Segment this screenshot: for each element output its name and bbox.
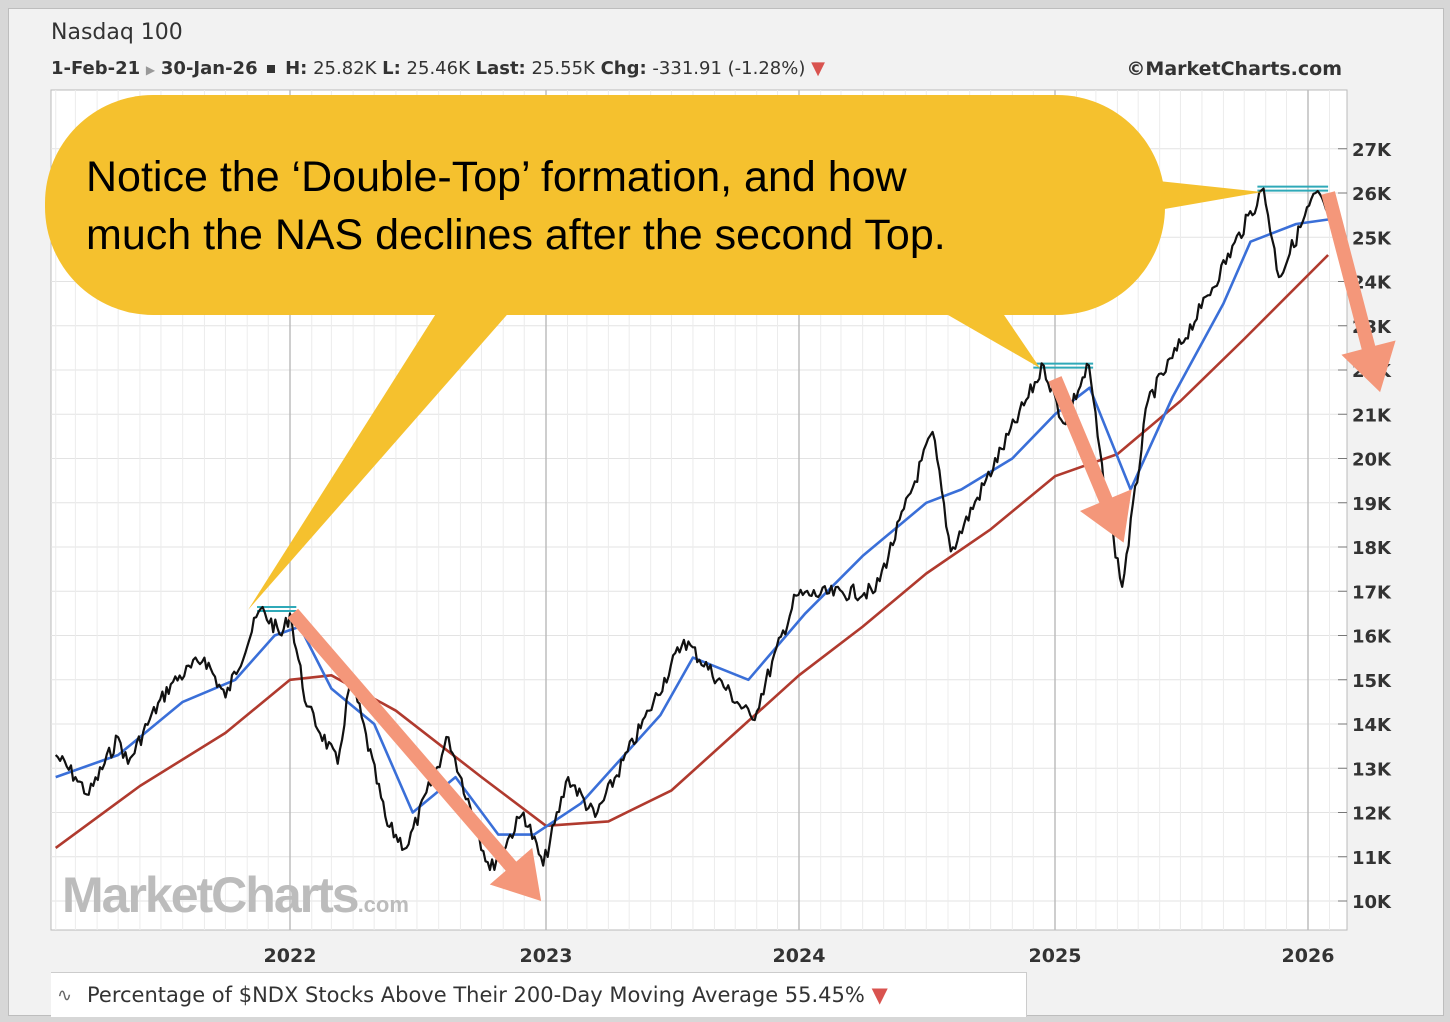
callout-line-1: Notice the ‘Double-Top’ formation, and h…: [86, 153, 907, 201]
date-start: 1-Feb-21: [51, 58, 141, 79]
y-tick-label: 15K: [1352, 671, 1392, 692]
indicator-label: Percentage of $NDX Stocks Above Their 20…: [87, 983, 865, 1007]
y-tick-label: 12K: [1352, 804, 1392, 825]
callout-text: Notice the ‘Double-Top’ formation, and h…: [86, 148, 1136, 264]
arrows: [287, 191, 1396, 901]
down-arrow-mark: [1048, 376, 1132, 543]
y-tick-label: 21K: [1352, 405, 1392, 426]
copyright: ©MarketCharts.com: [1126, 58, 1342, 80]
y-tick-label: 27K: [1352, 140, 1392, 161]
play-icon: ▶: [145, 63, 156, 77]
x-tick-label: 2025: [1029, 945, 1082, 967]
indicator-bar[interactable]: ∿ Percentage of $NDX Stocks Above Their …: [51, 972, 1027, 1017]
last-label: Last:: [475, 58, 526, 79]
y-tick-label: 17K: [1352, 582, 1392, 603]
series-line-price: [54, 187, 1330, 872]
x-tick-label: 2024: [773, 945, 826, 967]
y-tick-label: 24K: [1352, 273, 1392, 294]
down-arrow-mark: [1321, 191, 1396, 393]
callout-line-2: much the NAS declines after the second T…: [86, 211, 946, 259]
y-axis: 10K11K12K13K14K15K16K17K18K19K20K21K22K2…: [1338, 140, 1392, 913]
last-value: 25.55K: [531, 58, 595, 79]
series-line-ma-short: [55, 218, 1329, 836]
square-icon: [267, 65, 276, 73]
y-tick-label: 18K: [1352, 538, 1392, 559]
callout-pointer-left: [248, 260, 555, 610]
watermark: MarketCharts.com: [62, 866, 409, 924]
watermark-main: MarketCharts: [62, 867, 360, 923]
y-tick-label: 25K: [1352, 228, 1392, 249]
low-value: 25.46K: [406, 58, 470, 79]
x-tick-label: 2023: [520, 945, 573, 967]
y-tick-label: 16K: [1352, 627, 1392, 648]
high-label: H:: [285, 58, 308, 79]
y-tick-label: 11K: [1352, 848, 1392, 869]
info-line: 1-Feb-21 ▶ 30-Jan-26 H: 25.82K L: 25.46K…: [51, 58, 825, 79]
chg-value: -331.91 (-1.28%): [652, 58, 806, 79]
y-tick-label: 26K: [1352, 184, 1392, 205]
y-tick-label: 13K: [1352, 759, 1392, 780]
x-tick-label: 2026: [1282, 945, 1335, 967]
series-line-ma-long: [54, 254, 1330, 849]
down-triangle-icon: ▼: [871, 983, 888, 1007]
line-chart-icon: ∿: [57, 985, 73, 1006]
y-tick-label: 20K: [1352, 450, 1392, 471]
down-arrow-mark: [287, 608, 542, 901]
high-value: 25.82K: [313, 58, 377, 79]
y-tick-label: 19K: [1352, 494, 1392, 515]
callout-body: [45, 95, 1165, 315]
down-triangle-icon: ▼: [811, 58, 825, 79]
y-tick-label: 14K: [1352, 715, 1392, 736]
chg-label: Chg:: [600, 58, 647, 79]
chart-title: Nasdaq 100: [51, 20, 183, 45]
callout-bubble: [45, 95, 1262, 610]
watermark-suffix: .com: [357, 892, 409, 917]
date-end: 30-Jan-26: [160, 58, 258, 79]
y-tick-label: 10K: [1352, 892, 1392, 913]
x-axis: 2022 2023 2024 2025 2026: [264, 945, 1335, 967]
series-group: [54, 187, 1330, 872]
low-label: L:: [382, 58, 401, 79]
x-tick-label: 2022: [264, 945, 317, 967]
